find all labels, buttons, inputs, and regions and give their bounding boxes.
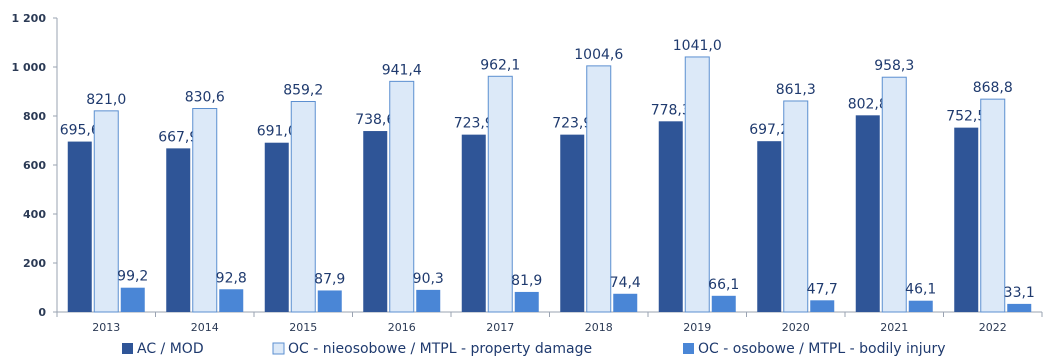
data-label: 33,1 [1004,285,1035,301]
x-tick-label: 2018 [585,321,613,334]
bar [93,110,119,313]
bar [264,142,289,312]
y-tick-label: 1 200 [12,12,47,25]
data-label: 962,1 [480,57,520,73]
bar [389,80,415,313]
data-label: 667,9 [158,129,198,145]
data-label: 958,3 [874,58,914,74]
bar [219,289,244,312]
x-tick-label: 2014 [191,321,219,334]
data-label: 74,4 [610,275,641,291]
legend-label: OC - osobowe / MTPL - bodily injury [698,341,946,357]
bar [67,141,92,312]
bar [586,65,612,313]
legend-label: OC - nieosobowe / MTPL - property damage [288,341,592,357]
data-label: 90,3 [413,271,444,287]
data-label: 99,2 [117,269,148,285]
data-label: 868,8 [973,80,1013,96]
data-label: 691,0 [257,124,297,140]
legend-swatch [683,343,694,354]
bar [980,98,1006,313]
data-label: 697,2 [749,122,789,138]
bar [810,300,835,312]
bar [120,287,145,312]
bar [487,75,513,313]
x-tick-label: 2016 [388,321,416,334]
x-tick-label: 2020 [782,321,810,334]
data-label: 821,0 [86,92,126,108]
y-tick-label: 200 [23,257,46,270]
bar [317,290,342,312]
data-label: 66,1 [708,277,739,293]
bar [954,127,979,312]
data-label: 830,6 [185,90,225,106]
legend-label: AC / MOD [137,341,204,357]
bar [192,108,218,313]
bar [560,134,585,312]
bar [881,76,907,313]
bar [908,300,933,312]
bar [290,100,316,313]
bar [166,148,191,312]
bar [658,121,683,312]
data-label: 802,8 [848,96,888,112]
x-tick-label: 2019 [683,321,711,334]
data-label: 1041,0 [673,38,722,54]
x-tick-label: 2017 [486,321,514,334]
data-label: 859,2 [283,82,323,98]
y-tick-label: 600 [23,159,46,172]
bar [783,100,809,313]
y-tick-label: 0 [38,306,46,319]
bar [684,56,710,313]
data-label: 723,9 [454,116,494,132]
bar [461,134,486,312]
x-tick-label: 2021 [880,321,908,334]
x-tick-label: 2013 [92,321,120,334]
x-tick-label: 2022 [979,321,1007,334]
bar [757,141,782,312]
data-label: 47,7 [807,281,838,297]
bar [613,293,638,312]
data-label: 723,9 [552,116,592,132]
legend-swatch [272,342,285,355]
x-tick-label: 2015 [289,321,317,334]
data-label: 46,1 [905,282,936,298]
y-tick-label: 800 [23,110,46,123]
data-label: 1004,6 [574,47,623,63]
bar [1007,303,1032,312]
data-label: 81,9 [511,273,542,289]
data-label: 92,8 [216,270,247,286]
data-label: 752,5 [946,109,986,125]
bar [711,295,736,312]
data-label: 778,3 [651,102,691,118]
y-tick-label: 400 [23,208,46,221]
legend-swatch [122,343,133,354]
bar [514,291,539,312]
bar [416,289,441,312]
y-tick-label: 1 000 [12,61,47,74]
data-label: 941,4 [382,62,422,78]
bar [855,115,880,313]
bar [363,131,388,312]
data-label: 861,3 [776,82,816,98]
data-label: 695,6 [60,123,100,139]
data-label: 738,6 [355,112,395,128]
data-label: 87,9 [314,271,345,287]
